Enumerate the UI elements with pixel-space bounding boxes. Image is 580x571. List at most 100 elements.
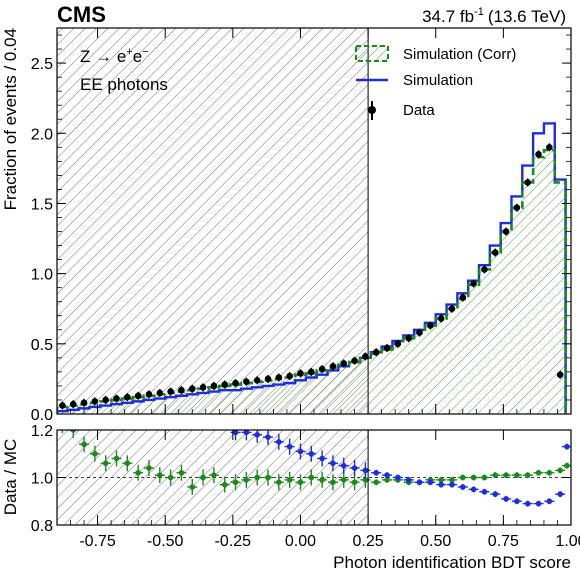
data-point (427, 322, 434, 329)
main-y-tick-label: 0.5 (31, 337, 53, 354)
data-point (502, 228, 510, 235)
ratio-point-simulation (265, 434, 271, 440)
x-tick-label: -0.50 (147, 533, 184, 550)
data-point (394, 340, 402, 348)
ratio-point-simulation (514, 498, 520, 505)
ratio-point-simulation (243, 430, 250, 436)
ratio-point-simulation (492, 491, 499, 497)
ratio-point-simulation (481, 488, 488, 495)
x-tick-label: 0.00 (285, 533, 316, 550)
ratio-point-simulation (438, 481, 444, 488)
ratio-point-simulation (416, 479, 423, 486)
main-y-tick-label: 2.0 (31, 126, 53, 143)
data-point (556, 371, 564, 378)
ratio-point-simulation-corr (211, 472, 217, 478)
data-point (253, 377, 261, 384)
main-y-tick-label: 0.0 (31, 407, 53, 424)
data-point (383, 344, 391, 352)
legend-label-data: Data (403, 102, 435, 119)
ratio-point-simulation (503, 496, 509, 502)
data-point (405, 334, 412, 342)
ratio-point-simulation-corr (308, 474, 315, 481)
ratio-point-simulation-corr (514, 472, 520, 478)
ratio-point-simulation-corr (286, 477, 293, 483)
ratio-point-simulation (546, 498, 553, 505)
data-point (481, 266, 488, 273)
ratio-point-simulation-corr (351, 479, 358, 486)
ratio-point-simulation (340, 462, 347, 469)
ratio-point-simulation-corr (330, 479, 336, 486)
data-point (491, 249, 499, 256)
data-point (178, 386, 185, 394)
ratio-point-simulation-corr (546, 469, 553, 476)
data-point (362, 353, 369, 360)
legend-swatch-data-marker (368, 106, 376, 114)
data-point (286, 372, 293, 380)
legend-label-simulation: Simulation (403, 72, 473, 89)
ratio-point-simulation-corr (254, 474, 260, 481)
ratio-point-simulation (564, 443, 570, 450)
ratio-point-simulation-corr (157, 472, 163, 478)
x-tick-label: -0.25 (215, 533, 252, 550)
process-sup2: − (142, 46, 148, 58)
ratio-point-simulation-corr (557, 467, 563, 474)
ratio-point-simulation (330, 460, 336, 467)
ratio-point-simulation-corr (373, 479, 380, 486)
ratio-point-simulation-corr (481, 474, 488, 481)
lumi-exponent: -1 (474, 6, 484, 18)
legend: Simulation (Corr) Simulation Data (355, 45, 516, 120)
energy-value: (13.6 TeV) (488, 7, 566, 26)
legend-label-simulation-corr: Simulation (Corr) (403, 46, 516, 63)
data-point (232, 379, 239, 387)
ratio-y-tick-label: 1.2 (31, 423, 53, 440)
main-y-axis-label: Fraction of events / 0.04 (1, 28, 20, 210)
ratio-point-simulation-corr (200, 474, 206, 481)
ratio-point-simulation-corr (265, 474, 271, 481)
ratio-point-simulation-corr (60, 422, 66, 428)
data-point (416, 329, 423, 336)
ratio-point-simulation-corr (113, 455, 120, 462)
ratio-point-simulation (286, 443, 293, 450)
ratio-point-simulation (557, 491, 563, 497)
ratio-point-simulation-corr (102, 460, 109, 467)
ratio-point-simulation-corr (438, 477, 444, 483)
data-point (448, 305, 456, 313)
ratio-point-simulation-corr (459, 474, 466, 481)
ratio-point-simulation-corr (146, 465, 152, 471)
ratio-point-simulation (535, 500, 542, 507)
data-point (329, 362, 337, 370)
data-point (437, 315, 445, 322)
data-point (535, 151, 542, 158)
ratio-point-simulation-corr (221, 481, 228, 488)
data-point (546, 144, 553, 151)
data-point (167, 388, 174, 395)
ratio-point-simulation-corr (276, 479, 282, 486)
ratio-point-simulation (351, 465, 358, 471)
ratio-point-simulation (384, 472, 390, 478)
ratio-point-simulation (362, 467, 369, 474)
data-point (156, 389, 164, 397)
ratio-point-simulation (254, 431, 260, 438)
data-point (69, 400, 77, 408)
ratio-point-simulation (449, 481, 455, 488)
ratio-panel: 0.8 1.0 1.2 -0.75 -0.50 -0.25 0.00 0.25 0.50 0.75… (1, 422, 580, 571)
data-point (524, 179, 532, 186)
data-point (275, 374, 283, 381)
data-point (243, 378, 250, 386)
ratio-point-simulation-corr (564, 462, 570, 469)
ratio-y-axis-label: Data / MC (1, 439, 20, 516)
data-point (210, 382, 218, 390)
region-label: EE photons (80, 75, 168, 94)
lumi-value: 34.7 fb (422, 7, 474, 26)
ratio-point-simulation (405, 477, 412, 483)
ratio-point-simulation-corr (362, 477, 369, 483)
ratio-point-simulation-corr (319, 477, 325, 483)
ratio-point-simulation-corr (167, 474, 174, 481)
simulation-line (57, 122, 567, 414)
ratio-point-simulation-corr (524, 472, 531, 478)
ratio-point-simulation-corr (535, 469, 542, 476)
main-panel: 0.0 0.5 1.0 1.5 2.0 2.5 Fraction of events / … (1, 27, 572, 424)
ratio-point-simulation (308, 450, 315, 457)
data-point (113, 395, 120, 402)
